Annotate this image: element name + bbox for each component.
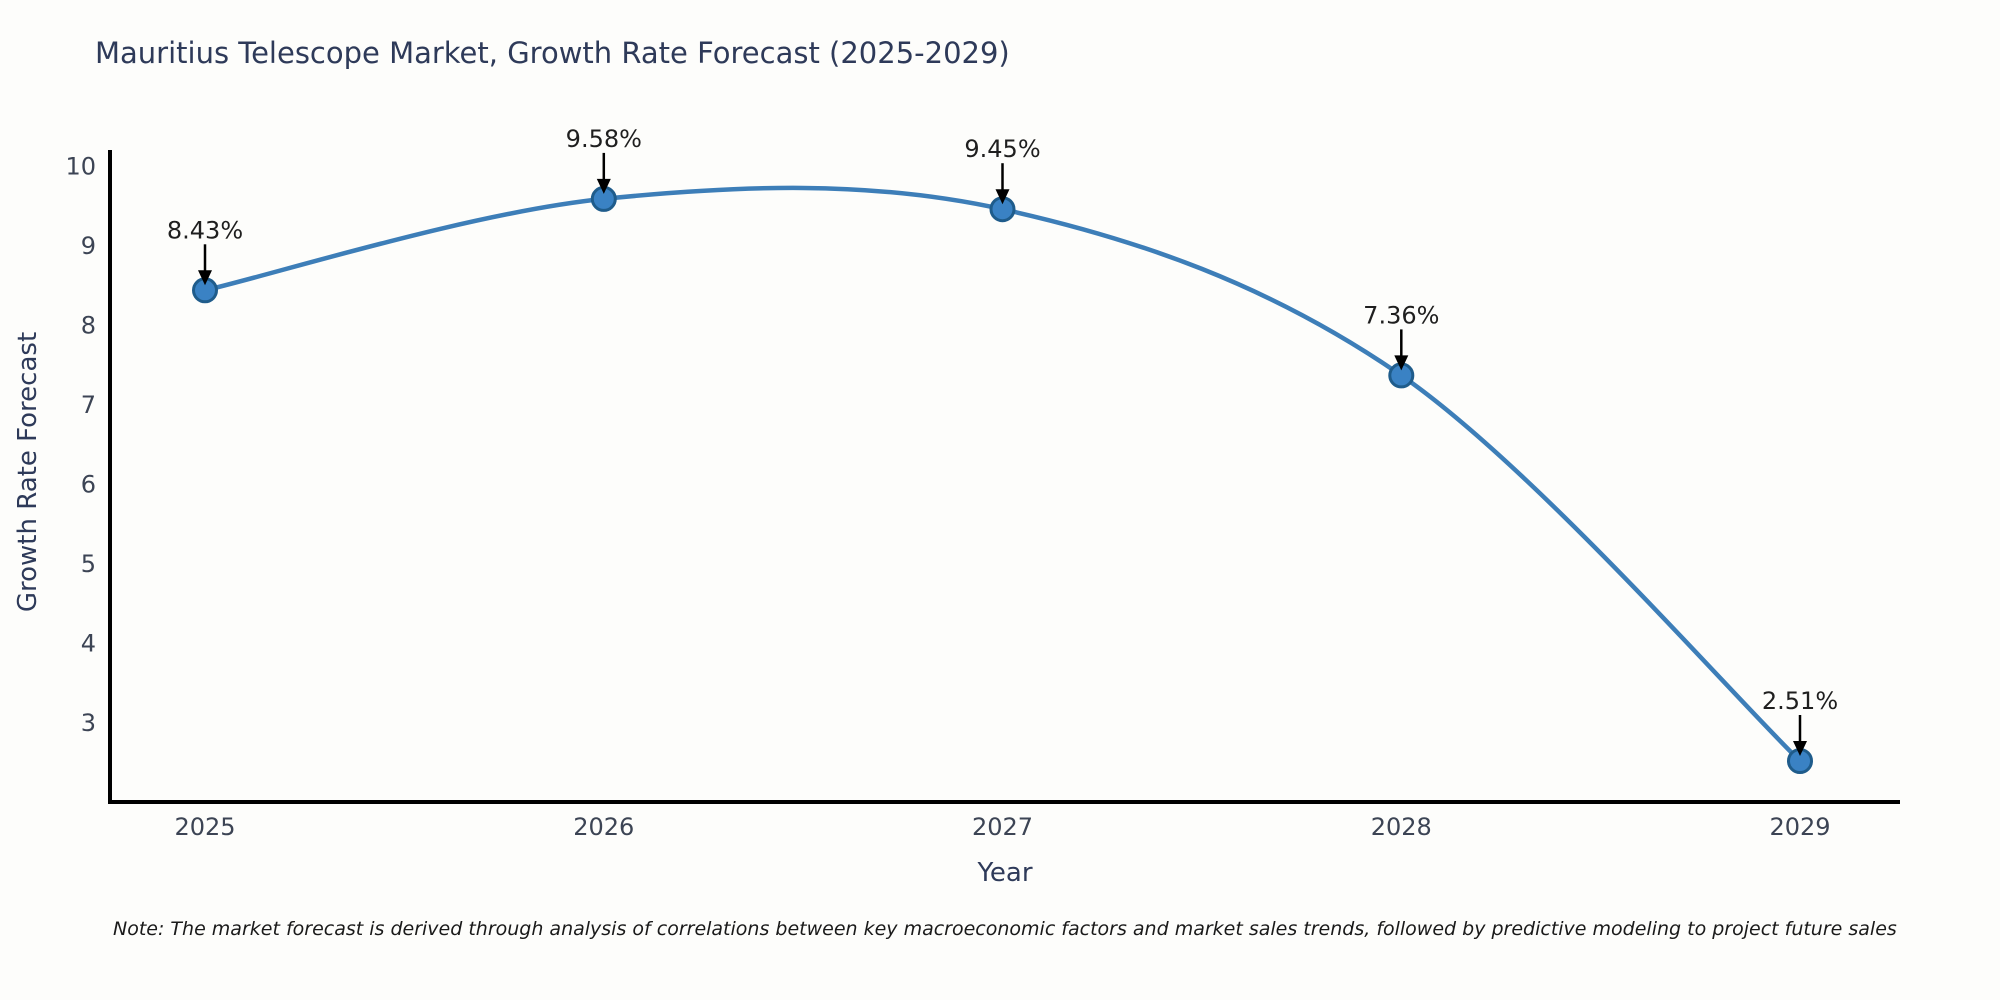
annotation-arrowhead	[995, 189, 1010, 205]
y-tick-label: 7	[81, 391, 96, 419]
data-point-label: 2.51%	[1762, 687, 1838, 715]
annotation-arrowhead	[596, 178, 611, 194]
data-point-label: 9.45%	[964, 135, 1040, 163]
x-axis-spine	[108, 800, 1900, 804]
y-tick-label: 8	[81, 312, 96, 340]
plot-area: 3 4 5 6 7 8 9 10 2025 2026 2027 2028 2029 8.43% 9.58% 9…	[65, 125, 1838, 841]
annotation-arrowhead	[1394, 355, 1409, 371]
y-axis-spine	[108, 150, 112, 804]
y-tick-label: 4	[81, 630, 96, 658]
annotation-arrowhead	[198, 270, 212, 286]
y-tick-label: 6	[81, 471, 96, 499]
footnote: Note: The market forecast is derived thr…	[113, 918, 1897, 940]
chart-title: Mauritius Telescope Market, Growth Rate …	[95, 36, 1010, 70]
y-tick-label: 3	[81, 709, 96, 737]
trend-line	[202, 185, 1803, 764]
data-point-label: 7.36%	[1363, 301, 1439, 329]
x-tick-label: 2027	[972, 813, 1033, 841]
y-tick-label: 9	[81, 232, 96, 260]
y-axis-title: Growth Rate Forecast	[13, 331, 43, 613]
y-tick-label: 10	[65, 153, 96, 181]
x-tick-label: 2028	[1371, 813, 1432, 841]
data-point-label: 9.58%	[566, 125, 642, 153]
x-tick-label: 2025	[174, 813, 235, 841]
y-tick-label: 5	[81, 550, 96, 578]
x-tick-label: 2026	[573, 813, 634, 841]
annotation-arrowhead	[1793, 741, 1807, 756]
x-axis-title: Year	[977, 858, 1033, 888]
x-tick-label: 2029	[1769, 813, 1830, 841]
data-point-label: 8.43%	[167, 216, 243, 244]
